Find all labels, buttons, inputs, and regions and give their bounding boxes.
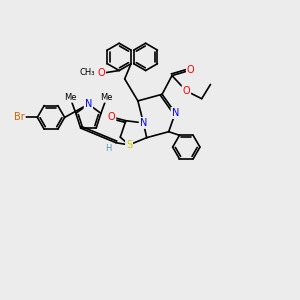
Text: N: N (172, 108, 179, 118)
Text: Me: Me (100, 93, 112, 102)
Text: methyl: methyl (71, 94, 76, 95)
Text: O: O (182, 86, 190, 96)
Text: O: O (187, 65, 194, 75)
Text: S: S (126, 140, 132, 150)
Text: CH₃: CH₃ (80, 68, 95, 77)
Text: Br: Br (14, 112, 25, 122)
Text: N: N (140, 118, 147, 128)
Text: O: O (98, 68, 105, 77)
Text: Me: Me (64, 93, 77, 102)
Text: N: N (85, 99, 92, 109)
Text: O: O (108, 112, 115, 122)
Text: H: H (105, 144, 111, 153)
